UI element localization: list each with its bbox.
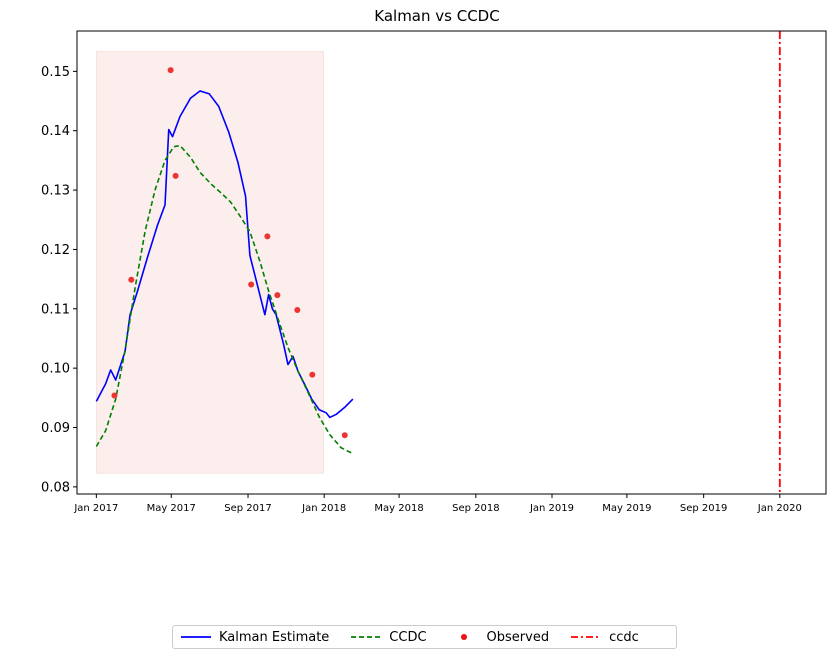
legend-item-ccdc-line: ccdc [571,630,639,645]
legend-label-kalman: Kalman Estimate [219,629,330,645]
observed-point [248,281,255,288]
series-line-kalman [95,90,354,419]
x-tick-label: May 2019 [602,503,651,514]
y-tick-label: 0.09 [41,421,70,436]
legend-label-ccdc-line: ccdc [609,629,639,645]
legend-item-ccdc-series: CCDC [351,629,427,645]
axes: Jan 2017 May 2017 Sep 2017 Jan 2018 May 2018… [41,65,802,514]
chart-title: Kalman vs CCDC [374,7,499,25]
x-tick-label: May 2018 [374,503,423,514]
x-tick-label: Sep 2019 [680,503,727,514]
x-tick-label: Jan 2018 [301,503,346,514]
observed-point [274,292,281,299]
y-tick-label: 0.14 [41,124,70,139]
x-tick-label: Jan 2017 [73,503,118,514]
x-tick-label: Sep 2017 [224,503,271,514]
legend-item-observed: Observed [449,629,550,645]
y-tick-label: 0.08 [41,480,70,495]
y-tick-label: 0.11 [41,302,70,317]
x-tick-label: Jan 2020 [757,503,802,514]
x-tick-label: Sep 2018 [452,503,499,514]
x-tick-label: Jan 2019 [529,503,574,514]
legend-label-observed: Observed [486,629,550,645]
observed-point [111,392,118,399]
legend-swatch-ccdc-line [571,636,602,638]
y-tick-label: 0.13 [41,184,70,199]
observed-point [167,67,174,74]
series-line-ccdc [95,144,354,455]
legend-label-ccdc-series: CCDC [389,629,427,645]
observed-point [172,172,179,179]
y-tick-label: 0.15 [41,65,70,80]
legend-swatch-observed [460,634,467,640]
y-tick-label: 0.10 [41,362,70,377]
observed-point [264,233,271,240]
x-tick-label: May 2017 [147,503,196,514]
observed-point [128,276,135,283]
plot-frame [76,30,827,495]
legend-item-kalman: Kalman Estimate [181,630,329,645]
observed-point [309,371,316,378]
observed-point [294,306,301,313]
plot-area [95,31,781,494]
observed-point [341,432,348,439]
y-tick-label: 0.12 [41,243,70,258]
legend-swatch-kalman [181,636,211,638]
shaded-region [96,50,324,474]
legend-swatch-ccdc-series [351,636,382,638]
legend: Kalman Estimate CCDC Observed ccdc [172,625,677,649]
